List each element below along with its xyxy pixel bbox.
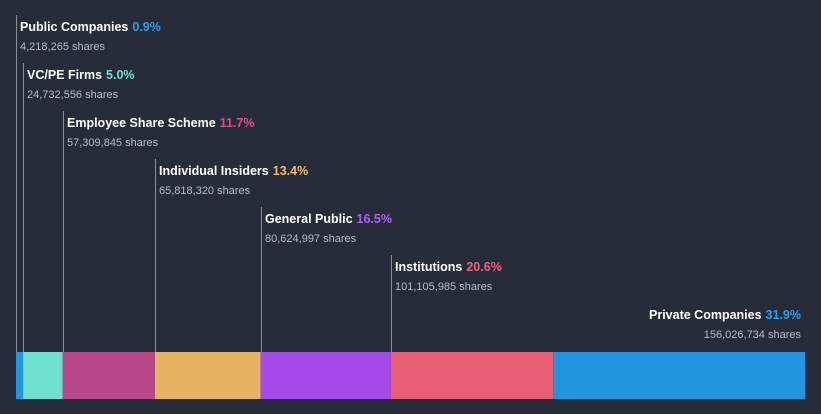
bar-segment-private-companies — [553, 352, 805, 399]
category-percent: 31.9% — [765, 308, 801, 322]
bar-segment-individual-insiders — [154, 352, 261, 399]
category-name: Institutions — [395, 260, 463, 274]
category-shares: 101,105,985 shares — [395, 281, 493, 293]
label-public-companies: Public Companies 0.9% 4,218,265 shares — [20, 19, 161, 53]
category-name: Public Companies — [20, 20, 129, 34]
category-shares: 65,818,320 shares — [159, 185, 251, 197]
label-individual-insiders: Individual Insiders 13.4% 65,818,320 share… — [159, 163, 308, 197]
category-name: Individual Insiders — [159, 164, 269, 178]
category-name: General Public — [265, 212, 353, 226]
category-shares: 4,218,265 shares — [20, 41, 106, 53]
category-name: VC/PE Firms — [27, 68, 103, 82]
label-private-companies: Private Companies 31.9% 156,026,734 shares — [649, 307, 801, 341]
category-name: Employee Share Scheme — [67, 116, 216, 130]
bar-segment-employee-share-scheme — [62, 352, 155, 399]
category-percent: 11.7% — [219, 116, 255, 130]
label-vc-pe-firms: VC/PE Firms 5.0% 24,732,556 shares — [27, 67, 135, 101]
category-shares: 156,026,734 shares — [703, 329, 801, 341]
category-percent: 0.9% — [132, 20, 161, 34]
label-institutions: Institutions 20.6% 101,105,985 shares — [395, 259, 502, 293]
category-percent: 13.4% — [272, 164, 309, 178]
category-percent: 20.6% — [466, 260, 502, 274]
category-shares: 24,732,556 shares — [27, 89, 119, 101]
category-shares: 57,309,845 shares — [67, 137, 159, 149]
bar-segment-institutions — [390, 352, 554, 399]
bar-segment-general-public — [260, 352, 391, 399]
bar-segment-public-companies — [16, 352, 24, 399]
label-employee-share-scheme: Employee Share Scheme 11.7% 57,309,845 sha… — [67, 115, 254, 149]
category-percent: 16.5% — [356, 212, 392, 226]
label-general-public: General Public 16.5% 80,624,997 shares — [265, 211, 392, 245]
category-name: Private Companies — [649, 308, 762, 322]
category-percent: 5.0% — [106, 68, 135, 82]
category-shares: 80,624,997 shares — [265, 233, 357, 245]
bar-segment-vc-pe-firms — [23, 352, 63, 399]
